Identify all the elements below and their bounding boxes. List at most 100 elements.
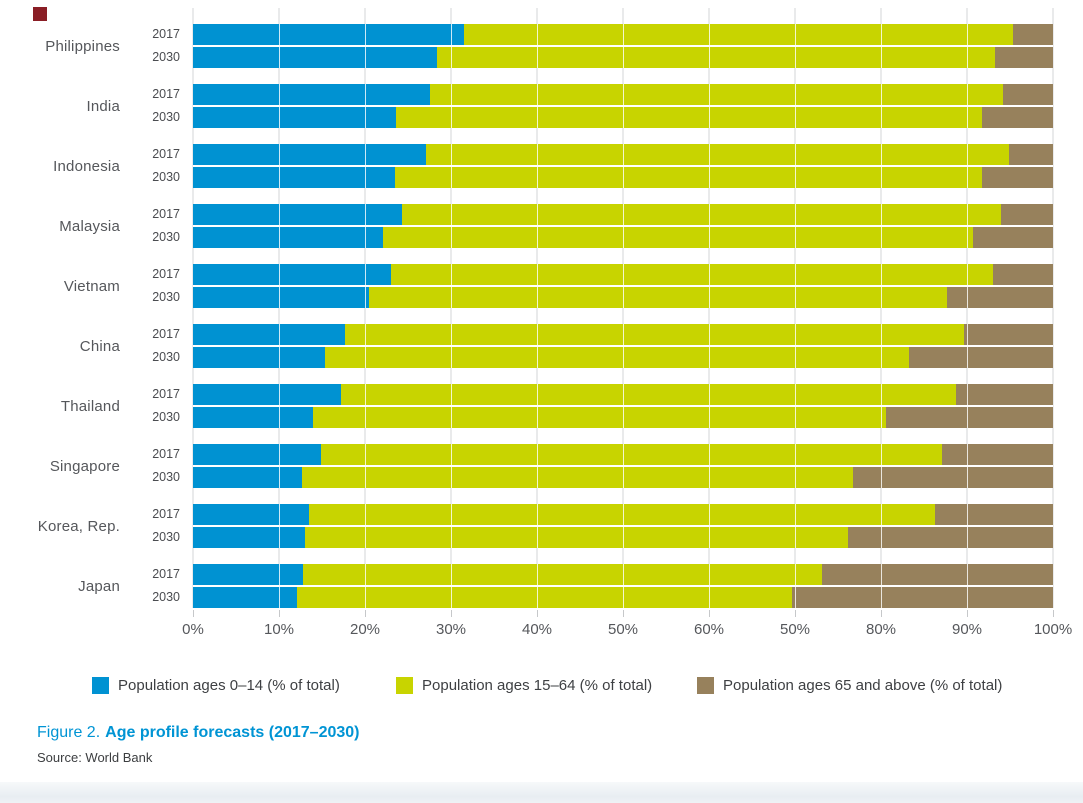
stacked-bar bbox=[193, 324, 1053, 345]
axis-tick-label: 10% bbox=[263, 621, 295, 638]
bar-gridline bbox=[279, 287, 280, 308]
bar-segment bbox=[848, 527, 1053, 548]
bar-separator bbox=[193, 345, 1053, 347]
bar-segment bbox=[1003, 84, 1053, 105]
bar-gridline bbox=[279, 347, 280, 368]
bar-gridline bbox=[881, 227, 882, 248]
bar-gridline bbox=[709, 47, 710, 68]
bar-gridline bbox=[365, 467, 366, 488]
bar-gridline bbox=[795, 47, 796, 68]
axis-tick-label: 100% bbox=[1033, 621, 1073, 638]
bar-gridline bbox=[365, 504, 366, 525]
bar-gridline bbox=[365, 107, 366, 128]
legend-swatch-brown-icon bbox=[697, 677, 714, 694]
bars bbox=[193, 264, 1053, 308]
country-group: Malaysia 2017 2030 bbox=[0, 204, 1083, 248]
bar-gridline bbox=[365, 144, 366, 165]
bar-gridline bbox=[795, 527, 796, 548]
figure-caption: Figure 2. Age profile forecasts (2017–203… bbox=[37, 724, 359, 742]
bar-gridline bbox=[451, 324, 452, 345]
bar-separator bbox=[193, 585, 1053, 587]
bar-gridline bbox=[881, 287, 882, 308]
bar-gridline bbox=[623, 444, 624, 465]
legend-item-ages-15-64: Population ages 15–64 (% of total) bbox=[396, 677, 652, 694]
bars bbox=[193, 24, 1053, 68]
bar-gridline bbox=[537, 587, 538, 608]
bar-gridline bbox=[967, 47, 968, 68]
axis-tick-label: 90% bbox=[951, 621, 983, 638]
bar-gridline bbox=[537, 444, 538, 465]
gridline bbox=[278, 8, 280, 608]
bar-segment bbox=[982, 167, 1053, 188]
bar-segment bbox=[193, 324, 346, 345]
bar-gridline bbox=[279, 24, 280, 45]
bar-gridline bbox=[967, 444, 968, 465]
bar-gridline bbox=[365, 204, 366, 225]
stacked-bar bbox=[193, 264, 1053, 285]
bar-gridline bbox=[881, 24, 882, 45]
bar-segment bbox=[955, 384, 1053, 405]
country-group: Vietnam 2017 2030 bbox=[0, 264, 1083, 308]
axis-tick bbox=[537, 610, 538, 617]
bar-gridline bbox=[709, 264, 710, 285]
bar-gridline bbox=[967, 107, 968, 128]
bar-gridline bbox=[795, 287, 796, 308]
bar-gridline bbox=[967, 84, 968, 105]
gridline bbox=[364, 8, 366, 608]
stacked-bar bbox=[193, 204, 1053, 225]
bar-segment bbox=[193, 227, 384, 248]
bar-gridline bbox=[623, 384, 624, 405]
bar-separator bbox=[193, 45, 1053, 47]
bar-segment bbox=[193, 144, 427, 165]
legend: Population ages 0–14 (% of total) Popula… bbox=[0, 677, 1083, 697]
bar-gridline bbox=[709, 144, 710, 165]
axis-tick bbox=[279, 610, 280, 617]
bar-segment bbox=[193, 444, 322, 465]
bar-separator bbox=[193, 465, 1053, 467]
bar-segment bbox=[193, 564, 304, 585]
bar-gridline bbox=[795, 347, 796, 368]
country-group: Japan 2017 2030 bbox=[0, 564, 1083, 608]
bars bbox=[193, 324, 1053, 368]
bar-gridline bbox=[623, 144, 624, 165]
country-label: Philippines bbox=[45, 37, 120, 55]
bar-separator bbox=[193, 165, 1053, 167]
year-label: 2017 bbox=[152, 147, 180, 161]
bar-gridline bbox=[967, 144, 968, 165]
bar-segment bbox=[947, 287, 1053, 308]
bar-segment bbox=[395, 107, 982, 128]
caption-prefix: Figure 2. bbox=[37, 724, 101, 741]
bars bbox=[193, 144, 1053, 188]
bar-gridline bbox=[795, 227, 796, 248]
legend-label-ages-15-64: Population ages 15–64 (% of total) bbox=[422, 677, 653, 694]
bar-segment bbox=[193, 407, 313, 428]
bar-gridline bbox=[365, 564, 366, 585]
bar-segment bbox=[1000, 204, 1053, 225]
bar-gridline bbox=[881, 407, 882, 428]
bar-gridline bbox=[795, 167, 796, 188]
year-label: 2017 bbox=[152, 207, 180, 221]
bar-gridline bbox=[881, 347, 882, 368]
bar-gridline bbox=[279, 467, 280, 488]
bar-gridline bbox=[623, 204, 624, 225]
gridline bbox=[966, 8, 968, 608]
bar-gridline bbox=[709, 347, 710, 368]
bar-gridline bbox=[709, 24, 710, 45]
bar-segment bbox=[321, 444, 943, 465]
red-corner-marker bbox=[33, 7, 47, 21]
bar-gridline bbox=[709, 287, 710, 308]
stacked-bar bbox=[193, 444, 1053, 465]
gridline bbox=[192, 8, 194, 608]
country-group: Philippines 2017 2030 bbox=[0, 24, 1083, 68]
year-label: 2030 bbox=[152, 50, 180, 64]
bar-gridline bbox=[279, 204, 280, 225]
bar-gridline bbox=[537, 564, 538, 585]
bar-gridline bbox=[795, 564, 796, 585]
year-labels: 2017 2030 bbox=[120, 324, 193, 368]
bar-gridline bbox=[709, 564, 710, 585]
gridline bbox=[536, 8, 538, 608]
bar-gridline bbox=[795, 84, 796, 105]
bar-gridline bbox=[623, 264, 624, 285]
country-group: Thailand 2017 2030 bbox=[0, 384, 1083, 428]
bar-separator bbox=[193, 285, 1053, 287]
